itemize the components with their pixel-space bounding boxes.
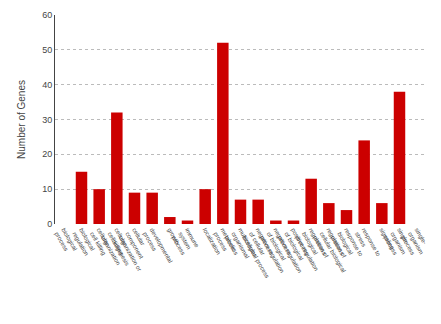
- svg-text:signaling: signaling: [378, 227, 395, 251]
- svg-text:response tobiologicalprocess: response tobiologicalprocess: [330, 227, 365, 266]
- svg-text:Number of Genes: Number of Genes: [16, 80, 27, 159]
- svg-text:localization: localization: [202, 227, 222, 256]
- svg-text:positive regulationof biologic: positive regulationof biologicalprocess: [277, 227, 320, 280]
- svg-text:biologicalprocess: biologicalprocess: [54, 227, 78, 256]
- svg-text:biologicalregulation: biologicalregulation: [71, 227, 96, 257]
- svg-text:60: 60: [42, 10, 52, 20]
- svg-text:growth: growth: [166, 227, 180, 246]
- svg-text:20: 20: [42, 149, 52, 159]
- svg-text:single-organismprocess: single-organismprocess: [383, 227, 414, 259]
- svg-text:developmentalprocess: developmentalprocess: [142, 227, 173, 268]
- svg-text:negative regulationof biologic: negative regulationof biologicalprocess: [259, 227, 303, 282]
- svg-text:cellularcell killing: cellularcell killing: [89, 227, 114, 256]
- svg-text:cellularcell killingorganizati: cellularcell killingorganization: [100, 227, 135, 266]
- svg-text:30: 30: [42, 115, 52, 125]
- svg-text:negative regulationof cellular: negative regulationof cellularbiological…: [241, 227, 285, 282]
- svg-text:response tostress: response tostress: [354, 227, 382, 262]
- svg-text:regulation ofcellular biologic: regulation ofcellular biologicalprocess: [312, 227, 354, 277]
- svg-text:cellularcomponentorganization: cellularcomponentorganization orbiogenes…: [111, 227, 156, 276]
- svg-text:0: 0: [47, 219, 52, 229]
- svg-text:10: 10: [42, 184, 52, 194]
- svg-text:metabolicprocess: metabolicprocess: [213, 227, 238, 256]
- svg-text:40: 40: [42, 80, 52, 90]
- svg-text:regulation ofbiologicalprocess: regulation ofbiologicalprocess: [294, 227, 329, 267]
- svg-text:50: 50: [42, 45, 52, 55]
- svg-text:immunesystemprocess: immunesystemprocess: [171, 227, 201, 257]
- svg-text:multicellularorganismalprocess: multicellularorganismalprocess: [224, 227, 259, 265]
- svg-text:single-organismprocess: single-organismprocess: [400, 227, 431, 259]
